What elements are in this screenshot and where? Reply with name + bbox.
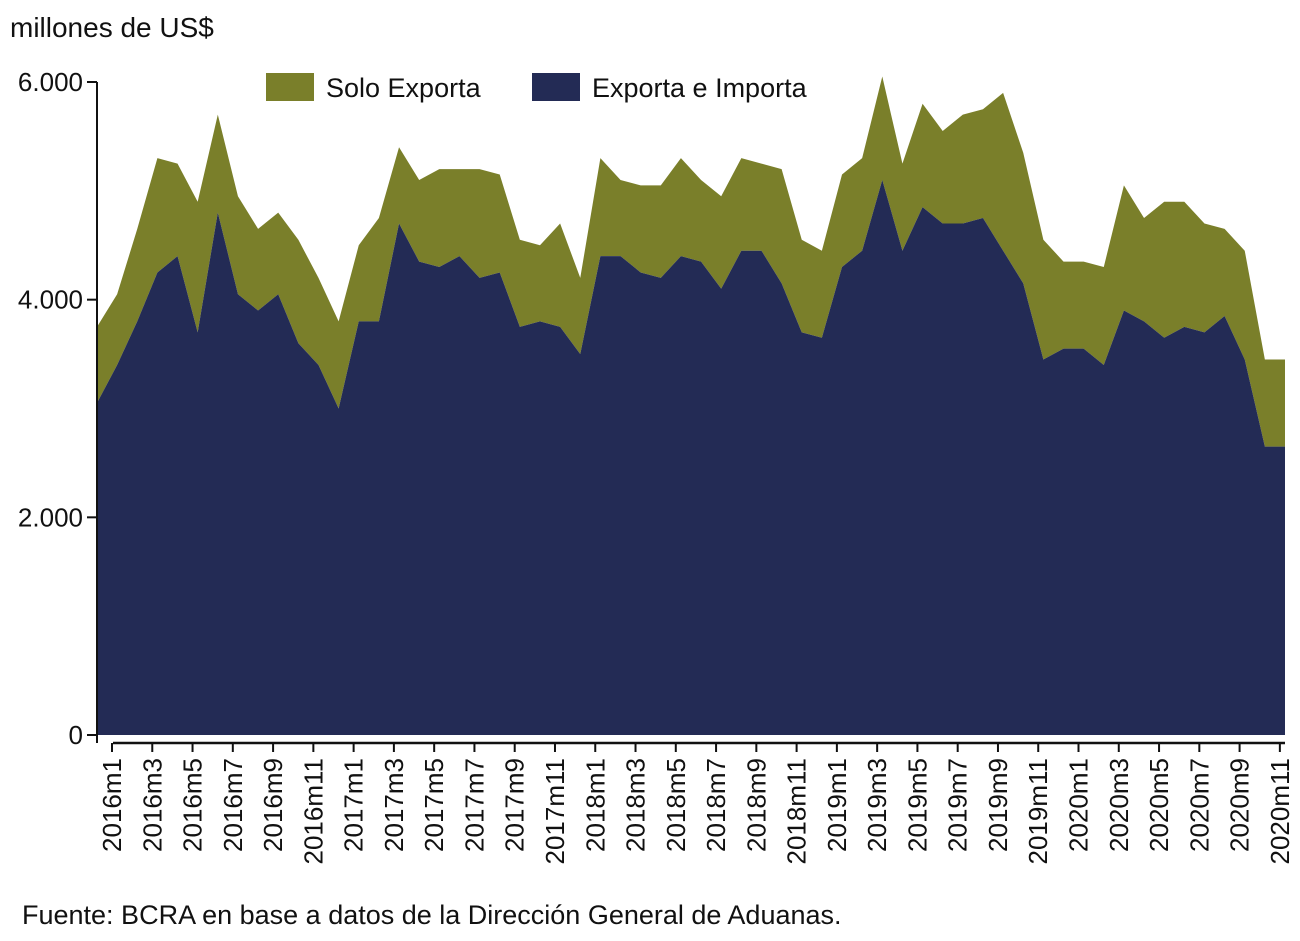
x-tick-label: 2017m5 [419,758,449,852]
x-tick-label: 2018m9 [741,758,771,852]
x-tick-label: 2016m9 [258,758,288,852]
x-tick-label: 2018m3 [621,758,651,852]
x-tick-label: 2018m1 [580,758,610,852]
y-tick-label: 2.000 [18,502,83,532]
x-tick-label: 2016m11 [298,758,328,865]
series-area-exporta-importa [97,179,1285,735]
x-tick-label: 2019m7 [943,758,973,852]
x-tick-label: 2017m1 [339,758,369,852]
series-area-solo-exporta [97,76,1285,447]
y-axis-unit-label: millones de US$ [10,12,214,43]
x-tick-label: 2019m9 [983,758,1013,852]
x-tick-label: 2016m7 [218,758,248,852]
x-tick-label: 2018m11 [782,758,812,865]
x-tick-label: 2018m7 [701,758,731,852]
x-tick-label: 2020m9 [1225,758,1255,852]
legend-label-solo-exporta: Solo Exporta [326,73,482,103]
y-tick-label: 6.000 [18,67,83,97]
x-tick-label: 2017m9 [500,758,530,852]
x-tick-label: 2020m3 [1104,758,1134,852]
x-tick-label: 2020m7 [1184,758,1214,852]
x-tick-label: 2016m1 [97,758,127,852]
x-tick-label: 2019m1 [822,758,852,852]
x-tick-label: 2020m5 [1144,758,1174,852]
legend-swatch-exporta-importa [532,73,580,101]
source-note: Fuente: BCRA en base a datos de la Direc… [22,900,842,930]
x-tick-label: 2016m5 [178,758,208,852]
x-tick-label: 2018m5 [661,758,691,852]
legend-swatch-solo-exporta [266,73,314,101]
x-tick-label: 2017m11 [540,758,570,865]
x-tick-label: 2017m7 [459,758,489,852]
x-tick-label: 2016m3 [137,758,167,852]
x-tick-label: 2020m1 [1064,758,1094,852]
x-tick-label: 2020m11 [1265,758,1295,865]
legend-label-exporta-importa: Exporta e Importa [592,73,808,103]
y-tick-label: 0 [69,720,83,750]
x-tick-label: 2019m11 [1023,758,1053,865]
x-tick-label: 2019m3 [862,758,892,852]
x-tick-label: 2019m5 [902,758,932,852]
y-tick-label: 4.000 [18,285,83,315]
x-tick-label: 2017m3 [379,758,409,852]
